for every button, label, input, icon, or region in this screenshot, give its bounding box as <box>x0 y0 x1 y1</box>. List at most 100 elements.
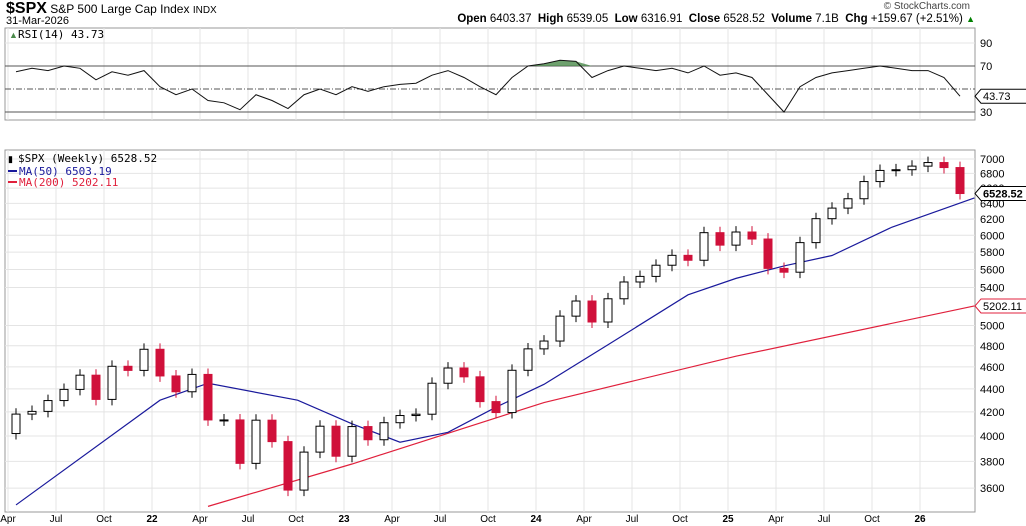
ma200-last-box <box>974 298 1026 314</box>
candle-body <box>955 167 965 195</box>
candle-body <box>539 340 549 350</box>
candle-body <box>331 425 341 457</box>
candle-body <box>411 413 421 417</box>
x-tick-label: Oct <box>480 514 496 525</box>
candle-body <box>427 382 437 415</box>
candle-body <box>667 254 677 266</box>
candle-body <box>555 315 565 342</box>
y-tick-label: 5600 <box>980 264 1004 276</box>
rsi-last-label: 43.73 <box>983 91 1011 103</box>
candle-body <box>939 162 949 169</box>
candle-body <box>91 374 101 400</box>
y-tick-label: 4400 <box>980 384 1004 396</box>
y-tick-label: 3800 <box>980 456 1004 468</box>
price-last-box <box>974 186 1026 202</box>
x-tick-label: 24 <box>530 514 542 525</box>
x-tick-label: Jul <box>626 514 639 525</box>
candle-body <box>395 415 405 424</box>
y-tick-label: 5000 <box>980 321 1004 333</box>
y-tick-label: 5400 <box>980 282 1004 294</box>
candle-body <box>59 388 69 402</box>
exchange: INDX <box>192 5 217 16</box>
x-tick-label: Oct <box>672 514 688 525</box>
candle-body <box>75 374 85 390</box>
candle-body <box>875 169 885 183</box>
candle-body <box>603 298 613 323</box>
x-tick-label: Apr <box>192 514 208 525</box>
candle-body <box>859 181 869 200</box>
y-tick-label: 4200 <box>980 407 1004 419</box>
y-tick-label: 6400 <box>980 198 1004 210</box>
volume-value: 7.1B <box>815 13 839 25</box>
index-name: S&P 500 Large Cap Index <box>50 2 190 16</box>
close-value: 6528.52 <box>723 13 765 25</box>
candle-body <box>571 300 581 317</box>
candle-body <box>651 264 661 277</box>
x-tick-label: Oct <box>96 514 112 525</box>
y-tick-label: 6000 <box>980 230 1004 242</box>
y-tick-label: 4600 <box>980 362 1004 374</box>
candle-body <box>251 419 261 464</box>
candle-body <box>139 348 149 371</box>
y-tick-label: 4000 <box>980 431 1004 443</box>
chart-title: $SPX S&P 500 Large Cap Index INDX <box>6 0 217 18</box>
open-label: Open <box>457 13 487 25</box>
candle-body <box>619 281 629 300</box>
low-value: 6316.91 <box>640 13 683 25</box>
candle-body <box>267 419 277 443</box>
x-tick-label: Apr <box>0 514 16 525</box>
candle-body <box>379 422 389 441</box>
rsi-legend: RSI(14) 43.73 <box>18 28 104 41</box>
y-tick-label: 3600 <box>980 483 1004 495</box>
ma50-line <box>15 197 975 506</box>
candle-body <box>235 419 245 464</box>
x-tick-label: Apr <box>768 514 784 525</box>
high-value: 6539.05 <box>566 13 609 25</box>
candle-body <box>827 207 837 220</box>
rsi-line <box>15 59 961 113</box>
y-tick-label: 6800 <box>980 168 1004 180</box>
candle-body <box>299 451 309 491</box>
candle-body <box>811 218 821 244</box>
ma200-last-label: 5202.11 <box>983 301 1022 313</box>
x-tick-label: 22 <box>146 514 158 525</box>
candle-body <box>475 376 485 403</box>
candle-body <box>523 348 533 371</box>
candle-body <box>315 425 325 453</box>
candle-body <box>363 426 373 441</box>
x-tick-label: Oct <box>288 514 304 525</box>
ohlc-bar: Open 6403.37 High 6539.05 Low 6316.91 Cl… <box>457 13 975 25</box>
candle-body <box>587 300 597 323</box>
x-tick-label: Apr <box>576 514 592 525</box>
candle-body <box>219 419 229 422</box>
open-value: 6403.37 <box>489 13 532 25</box>
candle-body <box>699 232 709 261</box>
candle-icon: ▮ <box>8 154 13 164</box>
y-tick-label: 4800 <box>980 341 1004 353</box>
volume-label: Volume <box>771 13 812 25</box>
high-label: High <box>537 13 564 25</box>
candle-body <box>843 198 853 209</box>
watermark: © StockCharts.com <box>883 1 970 12</box>
candle-body <box>715 232 725 246</box>
price-panel <box>4 149 976 513</box>
x-tick-label: 23 <box>338 514 350 525</box>
candle-body <box>747 231 757 240</box>
price-legend: $SPX (Weekly) 6528.52 <box>18 152 157 165</box>
candle-body <box>347 426 357 457</box>
x-tick-label: Apr <box>384 514 400 525</box>
candle-body <box>507 369 517 414</box>
chart-date: 31-Mar-2026 <box>6 15 69 27</box>
candle-body <box>779 267 789 273</box>
symbol: $SPX <box>6 0 47 17</box>
ma50-legend: MA(50) 6503.19 <box>19 165 112 178</box>
candle-body <box>731 231 741 246</box>
x-tick-label: 26 <box>914 514 926 525</box>
rsi-icon: ▲ <box>9 30 18 40</box>
chg-value: +159.67 (+2.51%) <box>870 13 963 25</box>
ma200-legend: MA(200) 5202.11 <box>19 176 118 189</box>
x-tick-label: 25 <box>722 514 734 525</box>
candle-body <box>171 375 181 393</box>
y-tick-label: 6200 <box>980 214 1004 226</box>
low-label: Low <box>614 13 638 25</box>
